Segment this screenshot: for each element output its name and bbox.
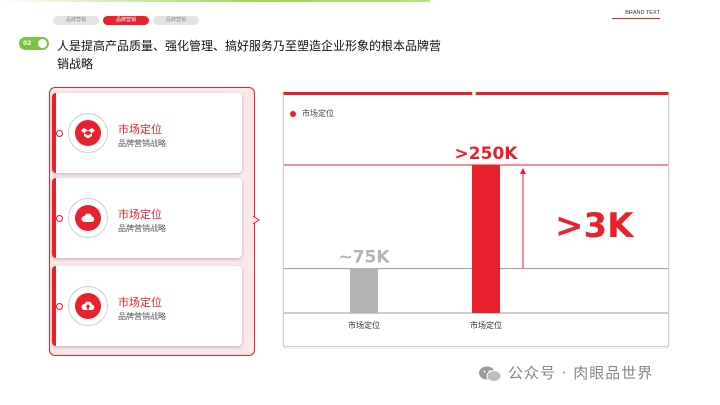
card-title: 市场定位 — [118, 296, 162, 309]
data-label-2: >250K — [455, 144, 519, 164]
card-icon-ring — [68, 113, 108, 153]
headline: 人是提高产品质量、强化管理、搞好服务乃至塑造企业形象的根本品牌营销战略 — [57, 39, 442, 71]
bar-2 — [472, 165, 500, 313]
bar-chart: ~75K 市场定位 >250K 市场定位 >3K — [284, 144, 668, 330]
category-label-1: 市场定位 — [348, 320, 380, 330]
card-subtitle: 品牌营销战略 — [118, 139, 166, 148]
card-subtitle: 品牌营销战略 — [118, 224, 166, 233]
card-connector-dot — [56, 130, 63, 137]
difference-arrow-head — [520, 168, 526, 174]
box-icon — [75, 120, 101, 146]
card-market-position-3[interactable]: 市场定位 品牌营销战略 — [52, 266, 242, 346]
tab-brand-marketing-3[interactable]: 品牌营销 — [153, 16, 199, 25]
annotation-label: >3K — [555, 206, 635, 246]
card-accent-bar — [52, 266, 56, 346]
card-title: 市场定位 — [118, 123, 162, 136]
card-icon-ring — [68, 286, 108, 326]
legend-marker — [290, 110, 296, 117]
wechat-icon — [479, 366, 502, 382]
card-title: 市场定位 — [118, 208, 162, 221]
cloud-upload-icon — [75, 293, 101, 319]
cloud-icon — [75, 205, 101, 231]
top-accent-line — [0, 0, 430, 2]
card-connector-dot — [56, 215, 63, 222]
card-accent-bar — [52, 93, 56, 173]
category-label-2: 市场定位 — [470, 320, 502, 330]
legend-label: 市场定位 — [302, 109, 334, 118]
chart-top-dot — [472, 92, 476, 95]
section-number: 02 — [23, 40, 32, 47]
data-label-1: ~75K — [338, 248, 390, 268]
card-market-position-2[interactable]: 市场定位 品牌营销战略 — [52, 178, 242, 258]
watermark: 公众号 · 肉眼品世界 — [478, 362, 653, 383]
brand-underline — [612, 18, 660, 19]
card-icon-ring — [68, 198, 108, 238]
card-market-position-1[interactable]: 市场定位 品牌营销战略 — [52, 93, 242, 173]
bar-1 — [350, 268, 378, 313]
toggle-knob — [38, 39, 47, 48]
chart-card: 市场定位 ~75K 市场定位 >250K 市场定位 >3K — [283, 92, 669, 347]
tab-brand-marketing-1[interactable]: 品牌营销 — [53, 16, 99, 25]
card-connector-dot — [56, 303, 63, 310]
tab-brand-marketing-2[interactable]: 品牌营销 — [103, 16, 149, 25]
panel-notch — [252, 215, 260, 225]
card-accent-bar — [52, 178, 56, 258]
card-subtitle: 品牌营销战略 — [118, 312, 166, 321]
watermark-text: 公众号 · 肉眼品世界 — [508, 364, 654, 382]
chart-legend: 市场定位 — [290, 108, 334, 119]
section-toggle[interactable]: 02 — [19, 37, 49, 50]
brand-text: BRAND TEXT — [625, 10, 660, 16]
